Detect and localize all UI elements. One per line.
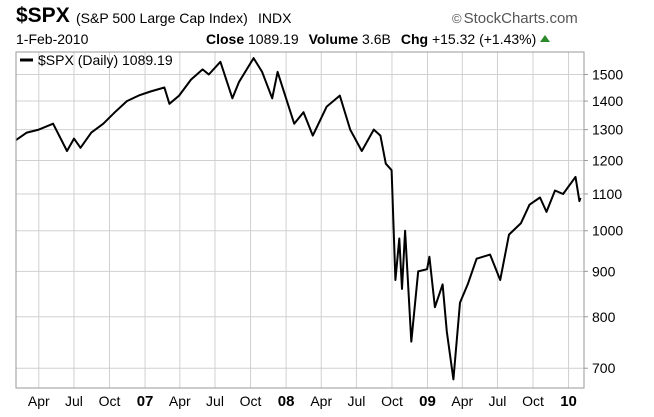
x-tick-label: Jul [206,393,224,409]
y-tick-label: 1100 [592,186,622,202]
x-tick-label: Apr [169,393,191,409]
series-layer [15,57,582,381]
index-description: (S&P 500 Large Cap Index) [76,10,248,26]
quote-stats: Close 1089.19 Volume 3.6B Chg +15.32 (+1.4… [206,31,551,47]
volume-value: 3.6B [362,31,391,47]
chart-grid [16,52,584,388]
x-tick-label: Apr [28,393,50,409]
exchange-label: INDX [258,10,292,26]
x-tick-label: Oct [381,393,403,409]
y-tick-label: 700 [592,360,616,376]
legend-label: $SPX (Daily) 1089.19 [38,52,173,68]
close-value: 1089.19 [248,31,299,47]
y-axis: 700 800 900 1000 1100 1200 1300 1400 1500 [584,66,623,376]
plot-frame [15,51,585,389]
x-tick-label: 08 [278,393,295,410]
x-tick-label: Jul [488,393,506,409]
x-axis: Apr Jul Oct 07 Apr Jul Oct 08 Apr Jul Oct 09 Apr Jul O… [28,393,577,410]
volume-label: Volume [308,31,359,47]
close-label: Close [206,31,245,47]
chg-value: +15.32 (+1.43%) [431,31,537,47]
y-tick-label: 1200 [592,152,623,168]
y-tick-label: 1500 [592,66,623,82]
y-tick-label: 900 [592,263,616,279]
up-arrow-icon [540,35,551,42]
x-tick-label: 07 [137,393,154,410]
x-tick-label: Oct [240,393,262,409]
x-tick-label: 10 [560,393,577,410]
chg-label: Chg [400,31,429,47]
y-tick-label: 1000 [592,223,623,239]
copyright-icon: © [452,11,462,26]
x-tick-label: Oct [99,393,121,409]
brand-name: StockCharts.com [463,10,578,27]
x-tick-label: Jul [65,393,83,409]
x-tick-label: Apr [451,393,473,409]
price-line [15,57,582,381]
x-tick-label: Jul [347,393,365,409]
y-tick-label: 800 [592,309,616,325]
x-tick-label: 09 [419,393,436,410]
quote-date: 1-Feb-2010 [16,31,89,47]
y-tick-label: 1400 [592,93,623,109]
brand-logo[interactable]: © StockCharts.com [452,10,578,27]
x-tick-label: Apr [310,393,332,409]
y-tick-label: 1300 [592,122,623,138]
chart-legend: $SPX (Daily) 1089.19 [20,52,173,68]
x-tick-label: Oct [522,393,544,409]
ticker-symbol: $SPX [16,4,70,27]
